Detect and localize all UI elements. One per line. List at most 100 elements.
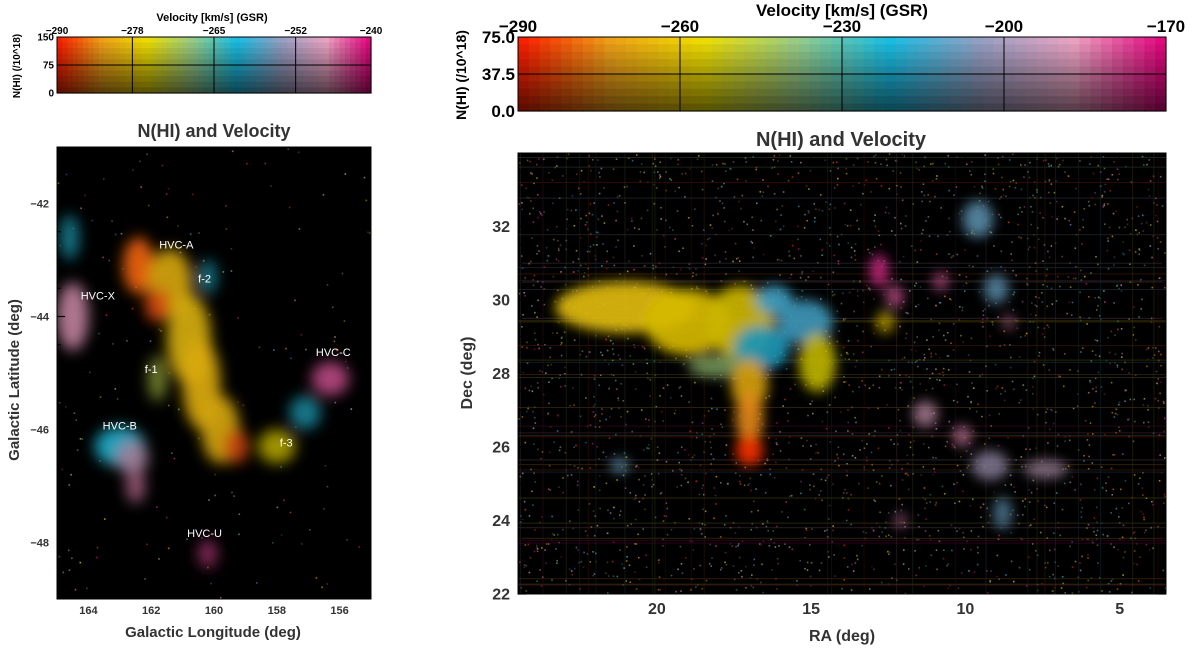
noise-speck (564, 373, 566, 375)
noise-speck (612, 575, 615, 577)
colorbar-cell (518, 44, 530, 53)
colorbar-cell (140, 70, 147, 77)
colorbar-cell (329, 37, 335, 44)
noise-speck (968, 264, 971, 267)
noise-speck (1100, 466, 1103, 468)
noise-speck (923, 585, 925, 588)
noise-speck (584, 263, 587, 265)
colorbar-cell (636, 74, 649, 82)
colorbar-cell (1047, 96, 1059, 105)
noise-speck (1040, 292, 1043, 294)
noise-speck (728, 229, 731, 232)
noise-speck (779, 228, 782, 231)
noise-speck (720, 423, 722, 426)
colorbar-cell (344, 70, 351, 77)
colorbar-cell (982, 44, 994, 53)
noise-speck (635, 543, 637, 545)
noise-speck (1081, 538, 1084, 541)
noise-speck (848, 384, 850, 386)
noise-speck (1081, 555, 1083, 558)
noise-speck (1097, 263, 1099, 266)
colorbar-cell (788, 88, 800, 97)
noise-speck (1071, 592, 1074, 594)
noise-speck (947, 563, 949, 565)
colorbar-cell (308, 42, 315, 49)
noise-speck (698, 155, 700, 157)
noise-speck (778, 545, 780, 547)
noise-speck (126, 340, 128, 342)
noise-speck (904, 337, 907, 340)
noise-speck (1082, 226, 1085, 229)
noise-speck (1139, 280, 1142, 283)
noise-speck (1068, 439, 1071, 442)
noise-speck (708, 563, 711, 565)
noise-speck (923, 487, 926, 489)
noise-speck (824, 530, 826, 532)
colorbar-cell (971, 66, 983, 75)
colorbar-cell (182, 65, 189, 72)
noise-speck (853, 250, 856, 252)
colorbar-cell (734, 74, 746, 82)
cloud-blob (993, 496, 1012, 530)
noise-speck (631, 159, 634, 162)
colorbar-cell (98, 87, 105, 94)
noise-speck (1052, 422, 1055, 425)
noise-speck (788, 250, 790, 253)
noise-speck (866, 459, 868, 462)
noise-speck (1163, 493, 1166, 496)
colorbar-cell (518, 81, 530, 90)
noise-speck (545, 372, 547, 374)
noise-speck (809, 575, 812, 578)
noise-speck (809, 458, 812, 460)
noise-speck (678, 387, 681, 389)
noise-speck (909, 446, 912, 449)
noise-speck (335, 349, 338, 352)
colorbar-cell (119, 59, 126, 66)
colorbar-cell (885, 88, 897, 97)
colorbar-cell (1058, 88, 1070, 97)
colorbar-cell (528, 88, 541, 97)
noise-speck (616, 196, 619, 199)
noise-speck (892, 170, 895, 172)
noise-speck (715, 164, 718, 166)
noise-speck (594, 403, 596, 406)
noise-speck (1059, 375, 1061, 378)
noise-speck (609, 416, 611, 418)
noise-speck (912, 386, 914, 389)
noise-speck (1020, 456, 1023, 458)
colorbar-cell (680, 81, 692, 90)
noise-speck (557, 533, 559, 536)
noise-speck (540, 585, 543, 587)
colorbar-cell (313, 76, 320, 83)
noise-speck (518, 418, 520, 420)
noise-speck (1033, 518, 1035, 521)
scan-stripe (518, 377, 1166, 378)
colorbar-cell (313, 59, 320, 66)
noise-speck (1104, 223, 1106, 225)
noise-speck (1104, 183, 1107, 186)
colorbar-cell (360, 81, 367, 88)
colorbar-cell (852, 96, 865, 105)
noise-speck (593, 202, 596, 204)
noise-speck (1035, 549, 1037, 552)
colorbar-cell (647, 74, 659, 82)
noise-speck (773, 193, 776, 195)
noise-speck (896, 434, 899, 436)
noise-speck (920, 239, 922, 242)
colorbar-cell (266, 65, 273, 72)
colorbar-cell (156, 76, 163, 83)
noise-speck (701, 587, 704, 590)
noise-speck (615, 219, 617, 222)
colorbar-cell (224, 70, 231, 77)
noise-speck (578, 561, 581, 564)
colorbar-cell (83, 70, 89, 77)
colorbar-cell (798, 81, 811, 90)
noise-speck (751, 574, 753, 576)
noise-speck (529, 557, 532, 559)
noise-speck (1118, 173, 1120, 175)
colorbar-cell (723, 74, 735, 82)
noise-speck (677, 159, 680, 161)
colorbar-cell (528, 74, 541, 82)
noise-speck (873, 332, 875, 335)
colorbar-cell (971, 88, 983, 97)
